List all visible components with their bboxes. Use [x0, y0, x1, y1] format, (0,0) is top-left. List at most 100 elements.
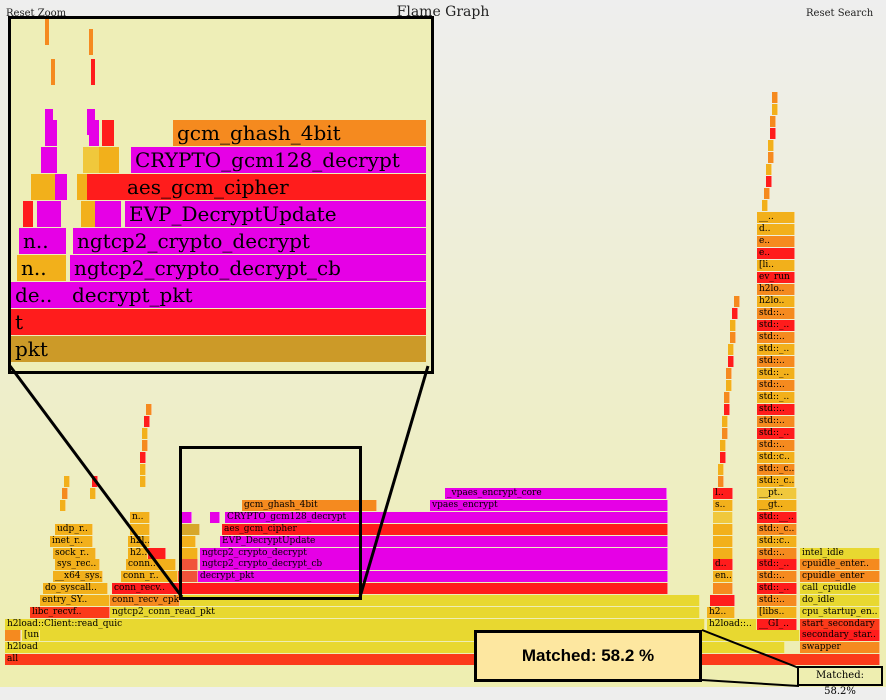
flame-frame[interactable]: [144, 416, 150, 427]
flame-frame[interactable]: std::..: [757, 404, 795, 415]
flame-frame[interactable]: [182, 583, 668, 594]
flame-frame[interactable]: [unknown]: [22, 630, 40, 641]
flame-frame[interactable]: std::_..: [757, 559, 797, 570]
flame-frame[interactable]: [140, 452, 146, 463]
flame-frame[interactable]: h2load::..: [707, 619, 757, 630]
flame-frame[interactable]: call_cpuidle: [800, 583, 880, 594]
flame-frame[interactable]: [722, 416, 728, 427]
flame-frame[interactable]: conn_recv_cpkt: [110, 595, 180, 606]
flame-frame[interactable]: h2lo..: [757, 296, 795, 307]
flame-frame[interactable]: l..: [713, 488, 733, 499]
flame-frame[interactable]: [713, 536, 733, 547]
flame-frame[interactable]: [140, 464, 146, 475]
flame-frame[interactable]: d..: [713, 559, 733, 570]
flame-frame[interactable]: secondary_star..: [800, 630, 880, 641]
flame-frame[interactable]: swapper: [800, 642, 880, 653]
flame-frame[interactable]: [713, 548, 733, 559]
flame-frame[interactable]: [713, 512, 733, 523]
flame-frame[interactable]: s..: [713, 500, 733, 511]
flame-frame[interactable]: d..: [757, 224, 795, 235]
flame-frame[interactable]: [713, 524, 733, 535]
flame-frame[interactable]: [710, 595, 735, 606]
flame-frame[interactable]: h2load::Client::read_quic: [5, 619, 705, 630]
flame-frame[interactable]: cpu_startup_en..: [800, 607, 880, 618]
flame-frame[interactable]: [180, 548, 198, 559]
flame-frame[interactable]: n..: [130, 512, 150, 523]
flame-frame[interactable]: [libs..: [757, 607, 797, 618]
flame-frame[interactable]: std::..: [757, 356, 795, 367]
flame-frame[interactable]: std::..: [757, 416, 795, 427]
flame-frame[interactable]: entry_SY..: [40, 595, 110, 606]
flame-frame[interactable]: [180, 536, 196, 547]
flame-frame[interactable]: [180, 524, 200, 535]
flame-frame[interactable]: cpuidle_enter: [800, 571, 880, 582]
flame-frame[interactable]: start_secondary: [800, 619, 880, 630]
flame-frame[interactable]: std::_..: [757, 320, 795, 331]
flame-frame[interactable]: aes_gcm_cipher: [222, 524, 668, 535]
flame-frame[interactable]: std::_..: [757, 583, 797, 594]
flame-frame[interactable]: [210, 512, 220, 523]
flame-frame[interactable]: std::_..: [757, 392, 795, 403]
flame-frame[interactable]: [768, 152, 774, 163]
flame-frame[interactable]: [720, 440, 726, 451]
flame-frame[interactable]: [180, 559, 198, 570]
flame-frame[interactable]: [142, 428, 148, 439]
flame-frame[interactable]: [148, 548, 166, 559]
flame-frame[interactable]: std::..: [757, 548, 797, 559]
flame-frame[interactable]: ngtcp2_conn_read_pkt: [110, 607, 700, 618]
flame-frame[interactable]: ev_run: [757, 272, 795, 283]
flame-frame[interactable]: [726, 380, 732, 391]
flame-frame[interactable]: [718, 476, 724, 487]
flame-frame[interactable]: [40, 630, 800, 641]
flame-frame[interactable]: [182, 512, 192, 523]
flame-frame[interactable]: sys_rec..: [55, 559, 100, 570]
flame-frame[interactable]: [60, 500, 66, 511]
flame-frame[interactable]: EVP_DecryptUpdate: [220, 536, 668, 547]
flame-frame[interactable]: conn_r..: [121, 571, 178, 582]
flame-frame[interactable]: [724, 392, 730, 403]
flame-frame[interactable]: [728, 344, 734, 355]
flame-frame[interactable]: gcm_ghash_4bit: [242, 500, 377, 511]
flame-frame[interactable]: [5, 630, 21, 641]
flame-frame[interactable]: [734, 296, 740, 307]
flame-frame[interactable]: std::_..: [757, 428, 795, 439]
flame-frame[interactable]: std::..: [757, 595, 797, 606]
flame-frame[interactable]: h2..: [128, 548, 148, 559]
flame-frame[interactable]: [722, 428, 728, 439]
flame-frame[interactable]: _vpaes_encrypt_core: [445, 488, 667, 499]
flame-frame[interactable]: __pt..: [757, 488, 797, 499]
flame-frame[interactable]: std::..: [757, 380, 795, 391]
flame-frame[interactable]: __x64_sys..: [53, 571, 103, 582]
flame-frame[interactable]: [768, 140, 774, 151]
flame-frame[interactable]: std::_c..: [757, 464, 795, 475]
reset-zoom-link[interactable]: Reset Zoom: [6, 8, 67, 19]
flame-frame[interactable]: inet_r..: [50, 536, 93, 547]
flame-frame[interactable]: [64, 476, 70, 487]
flame-frame[interactable]: [720, 452, 726, 463]
flame-frame[interactable]: [726, 368, 732, 379]
flame-frame[interactable]: [718, 464, 724, 475]
flame-frame[interactable]: [146, 404, 152, 415]
flame-frame[interactable]: intel_idle: [800, 548, 880, 559]
flame-frame[interactable]: std::c..: [757, 452, 795, 463]
flame-frame[interactable]: [142, 440, 148, 451]
flame-frame[interactable]: [762, 200, 768, 211]
flame-frame[interactable]: [772, 92, 778, 103]
flame-frame[interactable]: __gt..: [757, 500, 797, 511]
flame-frame[interactable]: h2load: [5, 642, 785, 653]
flame-frame[interactable]: [764, 188, 770, 199]
flame-frame[interactable]: do_idle: [800, 595, 880, 606]
flame-frame[interactable]: std::_c..: [757, 476, 795, 487]
flame-frame[interactable]: cpuidle_enter..: [800, 559, 880, 570]
flame-frame[interactable]: udp_r..: [55, 524, 93, 535]
flame-frame[interactable]: conn..: [126, 559, 176, 570]
flame-frame[interactable]: std::c..: [757, 536, 797, 547]
flame-frame[interactable]: std::..: [757, 332, 795, 343]
flame-frame[interactable]: std::..: [757, 571, 797, 582]
flame-frame[interactable]: h2lo..: [757, 284, 795, 295]
flame-frame[interactable]: std::..: [757, 308, 795, 319]
flame-frame[interactable]: [732, 308, 738, 319]
flame-frame[interactable]: sock_r..: [53, 548, 96, 559]
flame-frame[interactable]: [130, 524, 150, 535]
flame-frame[interactable]: [730, 332, 736, 343]
